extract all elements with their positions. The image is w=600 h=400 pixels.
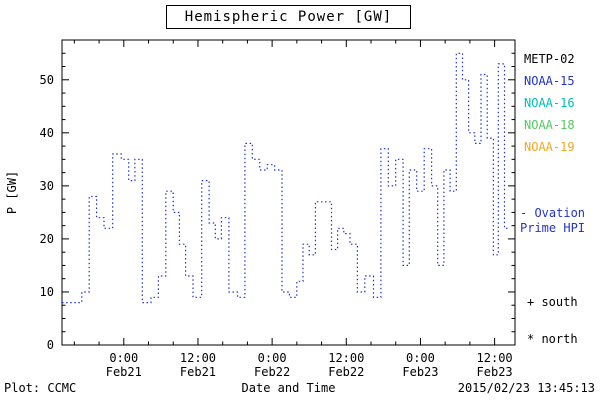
ovation-prime-label: - Ovation Prime HPI <box>520 206 585 236</box>
svg-text:30: 30 <box>40 179 54 193</box>
svg-text:0: 0 <box>47 338 54 352</box>
svg-text:0:00: 0:00 <box>406 351 435 365</box>
svg-text:Feb21: Feb21 <box>180 365 216 379</box>
south-marker-label: + south <box>527 295 578 309</box>
legend-item-metp02: METP-02 <box>524 52 575 66</box>
svg-text:20: 20 <box>40 232 54 246</box>
svg-text:Feb23: Feb23 <box>402 365 438 379</box>
plot-credit: Plot: CCMC <box>4 381 77 395</box>
svg-text:12:00: 12:00 <box>477 351 513 365</box>
title-row: Hemispheric Power [GW] <box>62 5 515 29</box>
svg-text:Feb23: Feb23 <box>477 365 513 379</box>
svg-text:50: 50 <box>40 73 54 87</box>
north-marker-label: * north <box>527 332 578 346</box>
legend-item-noaa15: NOAA-15 <box>524 74 575 88</box>
satellite-legend: METP-02 NOAA-15 NOAA-16 NOAA-18 NOAA-19 <box>524 48 575 158</box>
svg-text:40: 40 <box>40 126 54 140</box>
svg-text:Feb22: Feb22 <box>254 365 290 379</box>
svg-text:Feb21: Feb21 <box>106 365 142 379</box>
legend-item-noaa19: NOAA-19 <box>524 140 575 154</box>
ovation-line2: Prime HPI <box>520 221 586 235</box>
xaxis-title: Date and Time <box>241 381 336 395</box>
svg-text:12:00: 12:00 <box>328 351 364 365</box>
plot-title: Hemispheric Power [GW] <box>165 5 412 29</box>
legend-item-noaa16: NOAA-16 <box>524 96 575 110</box>
svg-text:0:00: 0:00 <box>109 351 138 365</box>
svg-text:0:00: 0:00 <box>258 351 287 365</box>
svg-text:10: 10 <box>40 285 54 299</box>
ovation-line1: - Ovation <box>520 206 586 220</box>
plot-timestamp: 2015/02/23 13:45:13 <box>457 381 595 395</box>
svg-text:Feb22: Feb22 <box>328 365 364 379</box>
svg-text:P [GW]: P [GW] <box>5 171 19 214</box>
legend-item-noaa18: NOAA-18 <box>524 118 575 132</box>
svg-text:12:00: 12:00 <box>180 351 216 365</box>
